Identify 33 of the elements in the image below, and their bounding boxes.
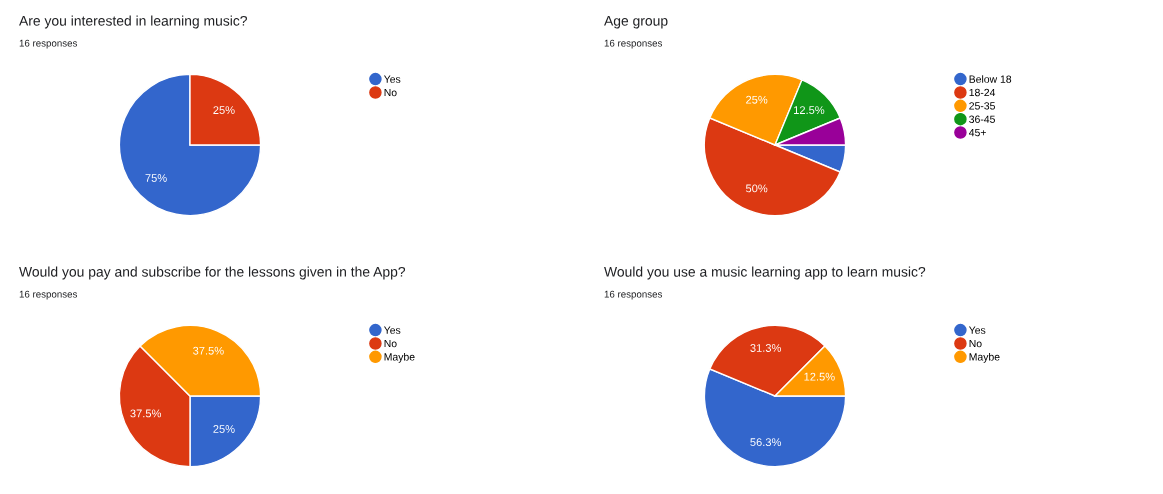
data-label: 12.5% (794, 106, 825, 115)
pie-slice (118, 73, 262, 217)
chart-subtitle: 16 responses (19, 290, 78, 300)
chart-subtitle: 16 responses (19, 39, 78, 49)
legend-label: Below 18 (969, 75, 1012, 83)
legend-label: Maybe (969, 352, 1000, 363)
legend-label: 45+ (968, 129, 986, 137)
legend-label: 18-24 (969, 88, 996, 97)
legend-label: 25-35 (969, 102, 995, 110)
data-label: 31.3% (750, 344, 781, 352)
data-label: 37.5% (130, 409, 162, 418)
data-label: 50% (745, 184, 768, 193)
legend-label: No (969, 339, 982, 348)
data-label: 12.5% (804, 372, 835, 381)
chart-title: Would you use a music learning app to learn music? (604, 266, 926, 280)
data-label: 37.5% (193, 346, 224, 355)
data-label: 25% (213, 425, 235, 433)
data-label: 56.3% (750, 438, 781, 447)
legend-label: Maybe (384, 352, 415, 363)
chart-subtitle: 16 responses (604, 39, 663, 49)
legend-label: No (384, 88, 397, 97)
legend-label: No (384, 339, 397, 348)
legend-label: Yes (383, 75, 401, 83)
data-label: 25% (746, 95, 768, 104)
legend-label: Yes (383, 326, 401, 334)
chart-title: Would you pay and subscribe for the lessons given in the App? (19, 266, 406, 280)
chart-title: Age group (604, 16, 668, 29)
data-label: 75% (145, 174, 167, 182)
chart-title: Are you interested in learning music? (19, 15, 247, 29)
legend-label: 36-45 (969, 115, 995, 123)
legend-label: Yes (968, 326, 986, 334)
chart-subtitle: 16 responses (604, 290, 663, 300)
data-label: 25% (213, 106, 235, 115)
